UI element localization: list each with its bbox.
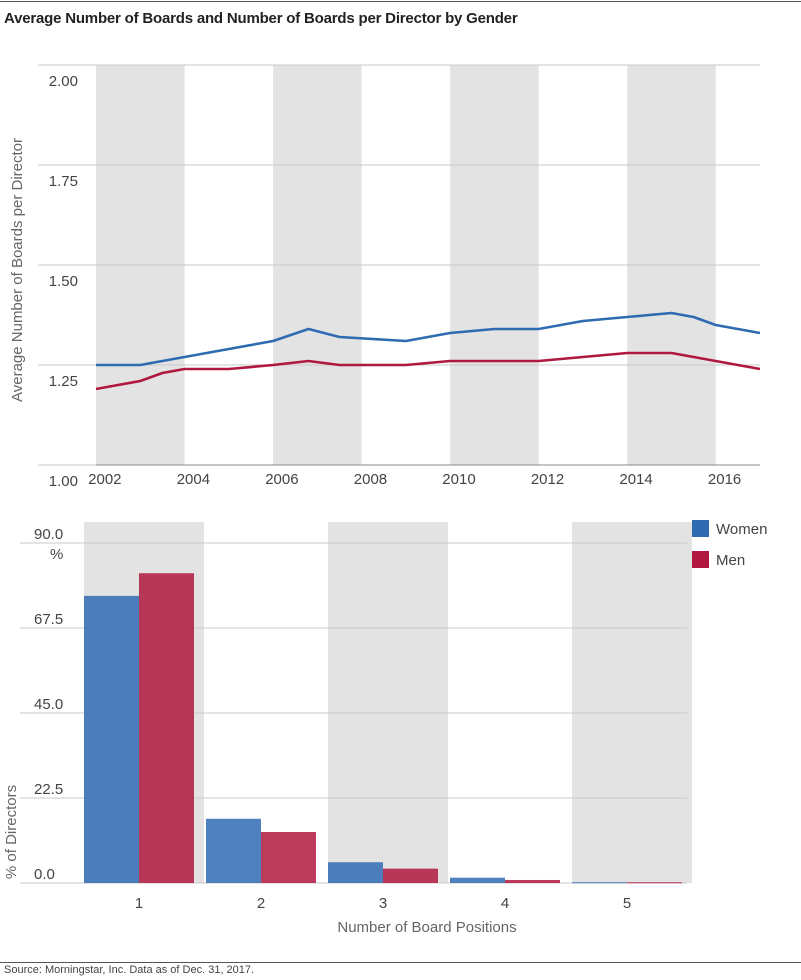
line-x-tick-label: 2004 — [177, 471, 210, 488]
bar-x-tick-label: 1 — [135, 895, 143, 912]
line-x-tick-label: 2012 — [531, 471, 564, 488]
bar-y-tick-label: 67.5 — [34, 611, 63, 628]
line-series-men — [95, 351, 761, 391]
bar-men-5 — [627, 882, 682, 884]
bar-x-tick-label: 4 — [501, 895, 509, 912]
legend-label-men: Men — [716, 552, 745, 569]
line-x-tick-label: 2014 — [619, 471, 652, 488]
bar-men-2 — [261, 832, 316, 883]
legend-swatch-women — [692, 520, 709, 537]
bar-men-3 — [383, 868, 438, 883]
bar-x-tick-label: 5 — [623, 895, 631, 912]
line-x-tick-label: 2008 — [354, 471, 387, 488]
bottom-rule — [0, 962, 801, 963]
bar-x-tick-label: 2 — [257, 895, 265, 912]
bar-y-tick-suffix: % — [50, 546, 63, 563]
bar-women-2 — [206, 818, 261, 883]
bar-x-axis-title: Number of Board Positions — [337, 919, 516, 936]
legend-swatch-men — [692, 551, 709, 568]
bar-women-5 — [572, 882, 627, 884]
line-x-tick-label: 2010 — [442, 471, 475, 488]
line-x-tick-label: 2006 — [265, 471, 298, 488]
bar-y-tick-label: 22.5 — [34, 781, 63, 798]
page-title: Average Number of Boards and Number of B… — [4, 10, 518, 27]
bar-y-tick-label: 45.0 — [34, 696, 63, 713]
bar-chart: 0.0 22.5 45.0 67.5 90.0% 1 2 3 4 5 Number of Board… — [3, 520, 767, 936]
line-series-women — [96, 311, 761, 367]
legend-label-women: Women — [716, 521, 767, 538]
bar-men-4 — [505, 879, 560, 883]
bar-x-tick-label: 3 — [379, 895, 387, 912]
bar-women-1 — [84, 595, 139, 883]
line-x-tick-label: 2016 — [708, 471, 741, 488]
bar-y-tick-label: 0.0 — [34, 866, 55, 883]
top-rule — [0, 1, 801, 2]
source-note: Source: Morningstar, Inc. Data as of Dec… — [4, 964, 255, 976]
bar-band-4 — [572, 522, 692, 883]
line-y-tick-label: 1.50 — [49, 273, 78, 290]
bar-women-4 — [450, 877, 505, 883]
line-x-tick-label: 2002 — [88, 471, 121, 488]
line-y-tick-label: 1.00 — [49, 473, 78, 490]
bar-y-axis-title: % of Directors — [3, 785, 20, 879]
bar-men-1 — [139, 573, 194, 883]
line-y-tick-label: 1.25 — [49, 373, 78, 390]
line-y-axis-title: Average Number of Boards per Director — [9, 138, 26, 402]
bar-band-2 — [328, 522, 448, 883]
bar-y-tick-label: 90.0 — [34, 526, 63, 543]
line-chart: 1.00 1.25 1.50 1.75 2.00 2002 2004 2006 2008 2010… — [9, 64, 761, 490]
bar-women-3 — [328, 862, 383, 883]
line-y-tick-label: 2.00 — [49, 73, 78, 90]
line-y-tick-label: 1.75 — [49, 173, 78, 190]
